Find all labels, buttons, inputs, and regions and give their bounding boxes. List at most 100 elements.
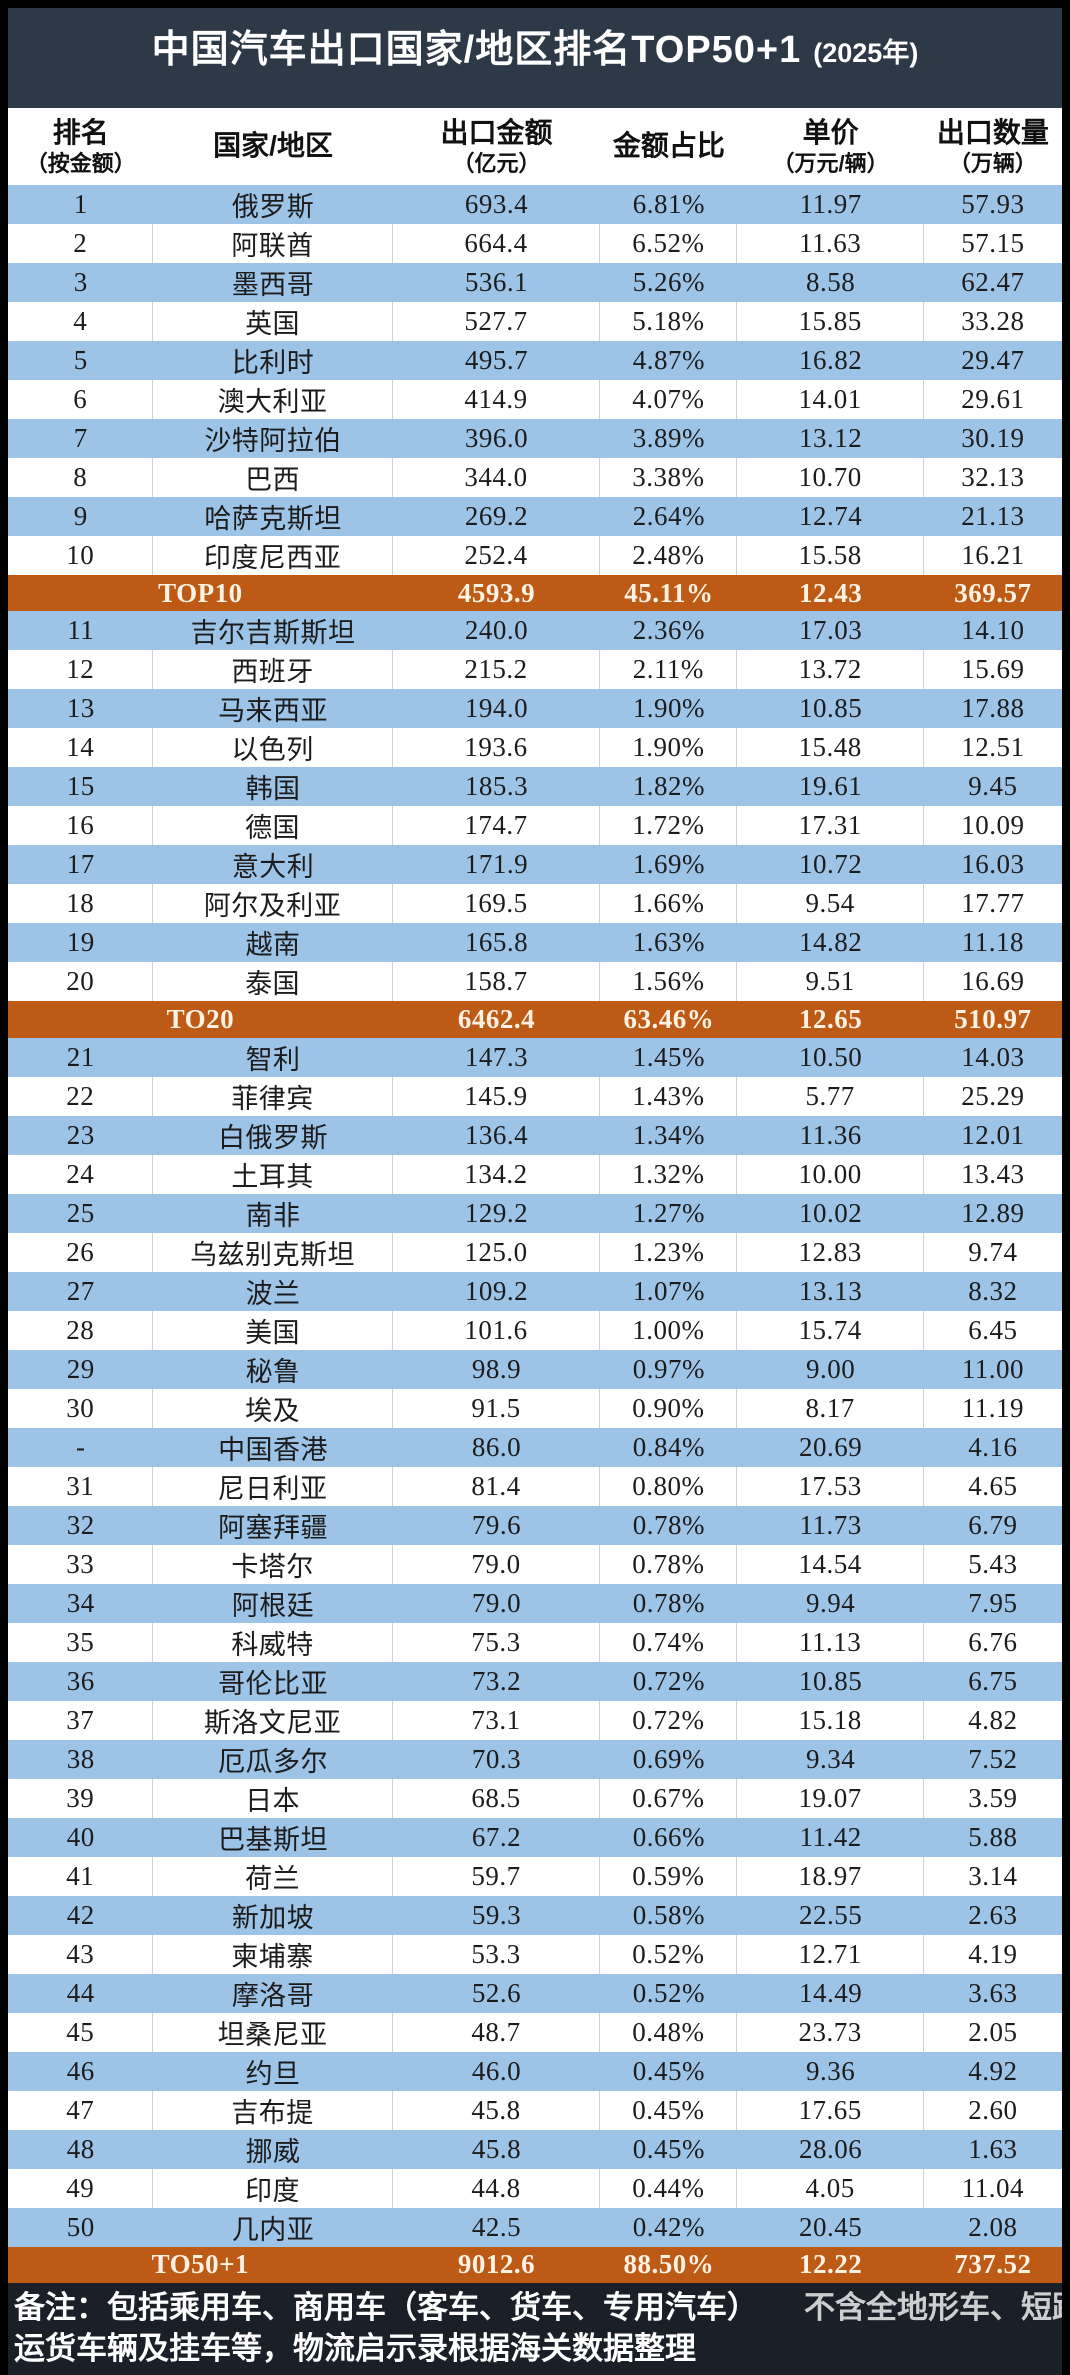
qty-cell: 5.88 <box>968 1821 1018 1852</box>
table-row: 24 土耳其 134.2 1.32% 10.00 13.43 <box>8 1154 1062 1194</box>
country-cell: 沙特阿拉伯 <box>204 426 342 456</box>
table-row: 34 阿根廷 79.0 0.78% 9.94 7.95 <box>8 1583 1062 1623</box>
qty-cell: 5.43 <box>968 1548 1018 1579</box>
price-cell: 9.54 <box>737 884 924 924</box>
amount-cell: 344.0 <box>393 458 601 497</box>
price-cell: 9.00 <box>805 1353 856 1384</box>
amount-cell: 70.3 <box>471 1743 522 1774</box>
share-cell: 0.42% <box>632 2211 705 2242</box>
table-body: 1 俄罗斯 693.4 6.81% 11.97 57.93 2 阿联酋 664.4 6.52% 11… <box>8 185 1062 2283</box>
amount-cell: 158.7 <box>393 962 601 1002</box>
table-row: - 中国香港 86.0 0.84% 20.69 4.16 <box>8 1427 1062 1467</box>
amount-cell: 73.1 <box>393 1700 601 1740</box>
table-row: 45 坦桑尼亚 48.7 0.48% 23.73 2.05 <box>8 2012 1062 2052</box>
price-cell: 18.97 <box>737 1856 924 1896</box>
price-cell: 11.42 <box>799 1821 862 1852</box>
country-cell: 澳大利亚 <box>153 380 393 419</box>
price-cell: 12.43 <box>798 577 863 608</box>
share-cell: 0.78% <box>632 1509 705 1540</box>
table-row: 15 韩国 185.3 1.82% 19.61 9.45 <box>8 767 1062 807</box>
table-row: 26 乌兹别克斯坦 125.0 1.23% 12.83 9.74 <box>8 1232 1062 1272</box>
price-cell: 12.74 <box>798 501 863 531</box>
qty-cell: 369.57 <box>954 577 1032 608</box>
country-cell: 美国 <box>153 1310 393 1350</box>
table-row: 14 以色列 193.6 1.90% 15.48 12.51 <box>8 728 1062 768</box>
amount-cell: 174.7 <box>393 806 601 846</box>
country-cell: 日本 <box>153 1778 393 1818</box>
amount-cell: 145.9 <box>393 1076 601 1116</box>
table-row: 37 斯洛文尼亚 73.1 0.72% 15.18 4.82 <box>8 1700 1062 1740</box>
price-cell: 14.01 <box>737 380 924 419</box>
qty-cell: 12.01 <box>961 1119 1025 1150</box>
qty-cell: 12.51 <box>961 732 1025 763</box>
amount-cell: 79.0 <box>471 1587 522 1618</box>
table-row: 41 荷兰 59.7 0.59% 18.97 3.14 <box>8 1856 1062 1896</box>
price-cell: 11.97 <box>799 189 862 219</box>
rank-cell: 38 <box>66 1743 95 1774</box>
price-cell: 22.55 <box>798 1899 863 1930</box>
price-cell: 11.63 <box>737 224 924 263</box>
rank-cell: 17 <box>66 849 95 880</box>
share-cell: 1.07% <box>632 1275 705 1306</box>
qty-cell: 2.63 <box>968 1899 1018 1930</box>
qty-cell: 6.76 <box>968 1626 1018 1657</box>
qty-cell: 17.77 <box>961 888 1025 919</box>
amount-cell: 91.5 <box>393 1388 601 1428</box>
qty-cell: 32.13 <box>961 462 1025 492</box>
amount-cell: 693.4 <box>464 189 529 219</box>
amount-cell: 4593.9 <box>457 577 536 608</box>
table-canvas: 中国汽车出口国家/地区排名TOP50+1 (2025年) 排名 （按金额） 国家/… <box>8 8 1062 2375</box>
country-cell: 韩国 <box>245 774 301 805</box>
rank-cell: 12 <box>8 650 154 690</box>
table-row: 12 西班牙 215.2 2.11% 13.72 15.69 <box>8 650 1062 690</box>
price-cell: 19.07 <box>737 1778 924 1818</box>
amount-cell: 240.0 <box>464 615 529 646</box>
table-row: 4 英国 527.7 5.18% 15.85 33.28 <box>8 302 1062 341</box>
share-cell: 1.82% <box>632 771 705 802</box>
country-cell: 俄罗斯 <box>231 192 315 222</box>
qty-cell: 62.47 <box>961 267 1025 297</box>
rank-cell: 36 <box>66 1665 95 1696</box>
country-cell: 越南 <box>245 930 301 961</box>
price-cell: 10.85 <box>798 693 863 724</box>
amount-cell: 194.0 <box>464 693 529 724</box>
rank-cell: 33 <box>8 1544 154 1584</box>
qty-cell: 13.43 <box>961 1158 1025 1189</box>
price-cell: 9.34 <box>805 1743 856 1774</box>
price-cell: 10.50 <box>798 1041 863 1072</box>
qty-cell: 11.19 <box>961 1392 1025 1423</box>
country-cell: 马来西亚 <box>218 696 329 727</box>
amount-cell: 59.3 <box>471 1899 522 1930</box>
price-cell: 9.36 <box>805 2055 856 2086</box>
price-cell: 15.85 <box>737 302 924 341</box>
country-cell: 巴基斯坦 <box>218 1824 329 1855</box>
amount-cell: 75.3 <box>393 1622 601 1662</box>
rank-cell: 27 <box>66 1275 95 1306</box>
qty-cell: 7.52 <box>968 1743 1018 1774</box>
table-row: 16 德国 174.7 1.72% 17.31 10.09 <box>8 806 1062 846</box>
table-row: 29 秘鲁 98.9 0.97% 9.00 11.00 <box>8 1349 1062 1389</box>
qty-cell: 4.65 <box>968 1470 1018 1501</box>
footer-note-left: 备注：包括乘用车、商用车（客车、货车、专用汽车） <box>14 2289 758 2325</box>
amount-cell: 193.6 <box>393 728 601 768</box>
table-row: 9 哈萨克斯坦 269.2 2.64% 12.74 21.13 <box>8 497 1062 536</box>
amount-cell: 527.7 <box>393 302 601 341</box>
table-row: 36 哥伦比亚 73.2 0.72% 10.85 6.75 <box>8 1661 1062 1701</box>
qty-cell: 4.92 <box>968 2055 1018 2086</box>
column-header-price-label: 单价 <box>802 116 859 148</box>
amount-cell: 45.8 <box>471 2133 522 2164</box>
qty-cell: 4.19 <box>968 1938 1018 1969</box>
amount-cell: 53.3 <box>393 1934 601 1974</box>
price-cell: 13.72 <box>737 650 924 690</box>
summary-label-cell: TO50+1 <box>151 2249 250 2280</box>
rank-cell: 40 <box>66 1821 95 1852</box>
price-cell: 14.49 <box>798 1977 863 2008</box>
price-cell: 12.71 <box>737 1934 924 1974</box>
amount-cell: 98.9 <box>471 1353 522 1384</box>
qty-cell: 7.95 <box>968 1587 1018 1618</box>
table-row: 6 澳大利亚 414.9 4.07% 14.01 29.61 <box>8 380 1062 419</box>
price-cell: 8.58 <box>805 267 856 297</box>
rank-cell: 41 <box>8 1856 154 1896</box>
country-cell: 厄瓜多尔 <box>218 1746 329 1777</box>
country-cell: 挪威 <box>245 2136 301 2167</box>
